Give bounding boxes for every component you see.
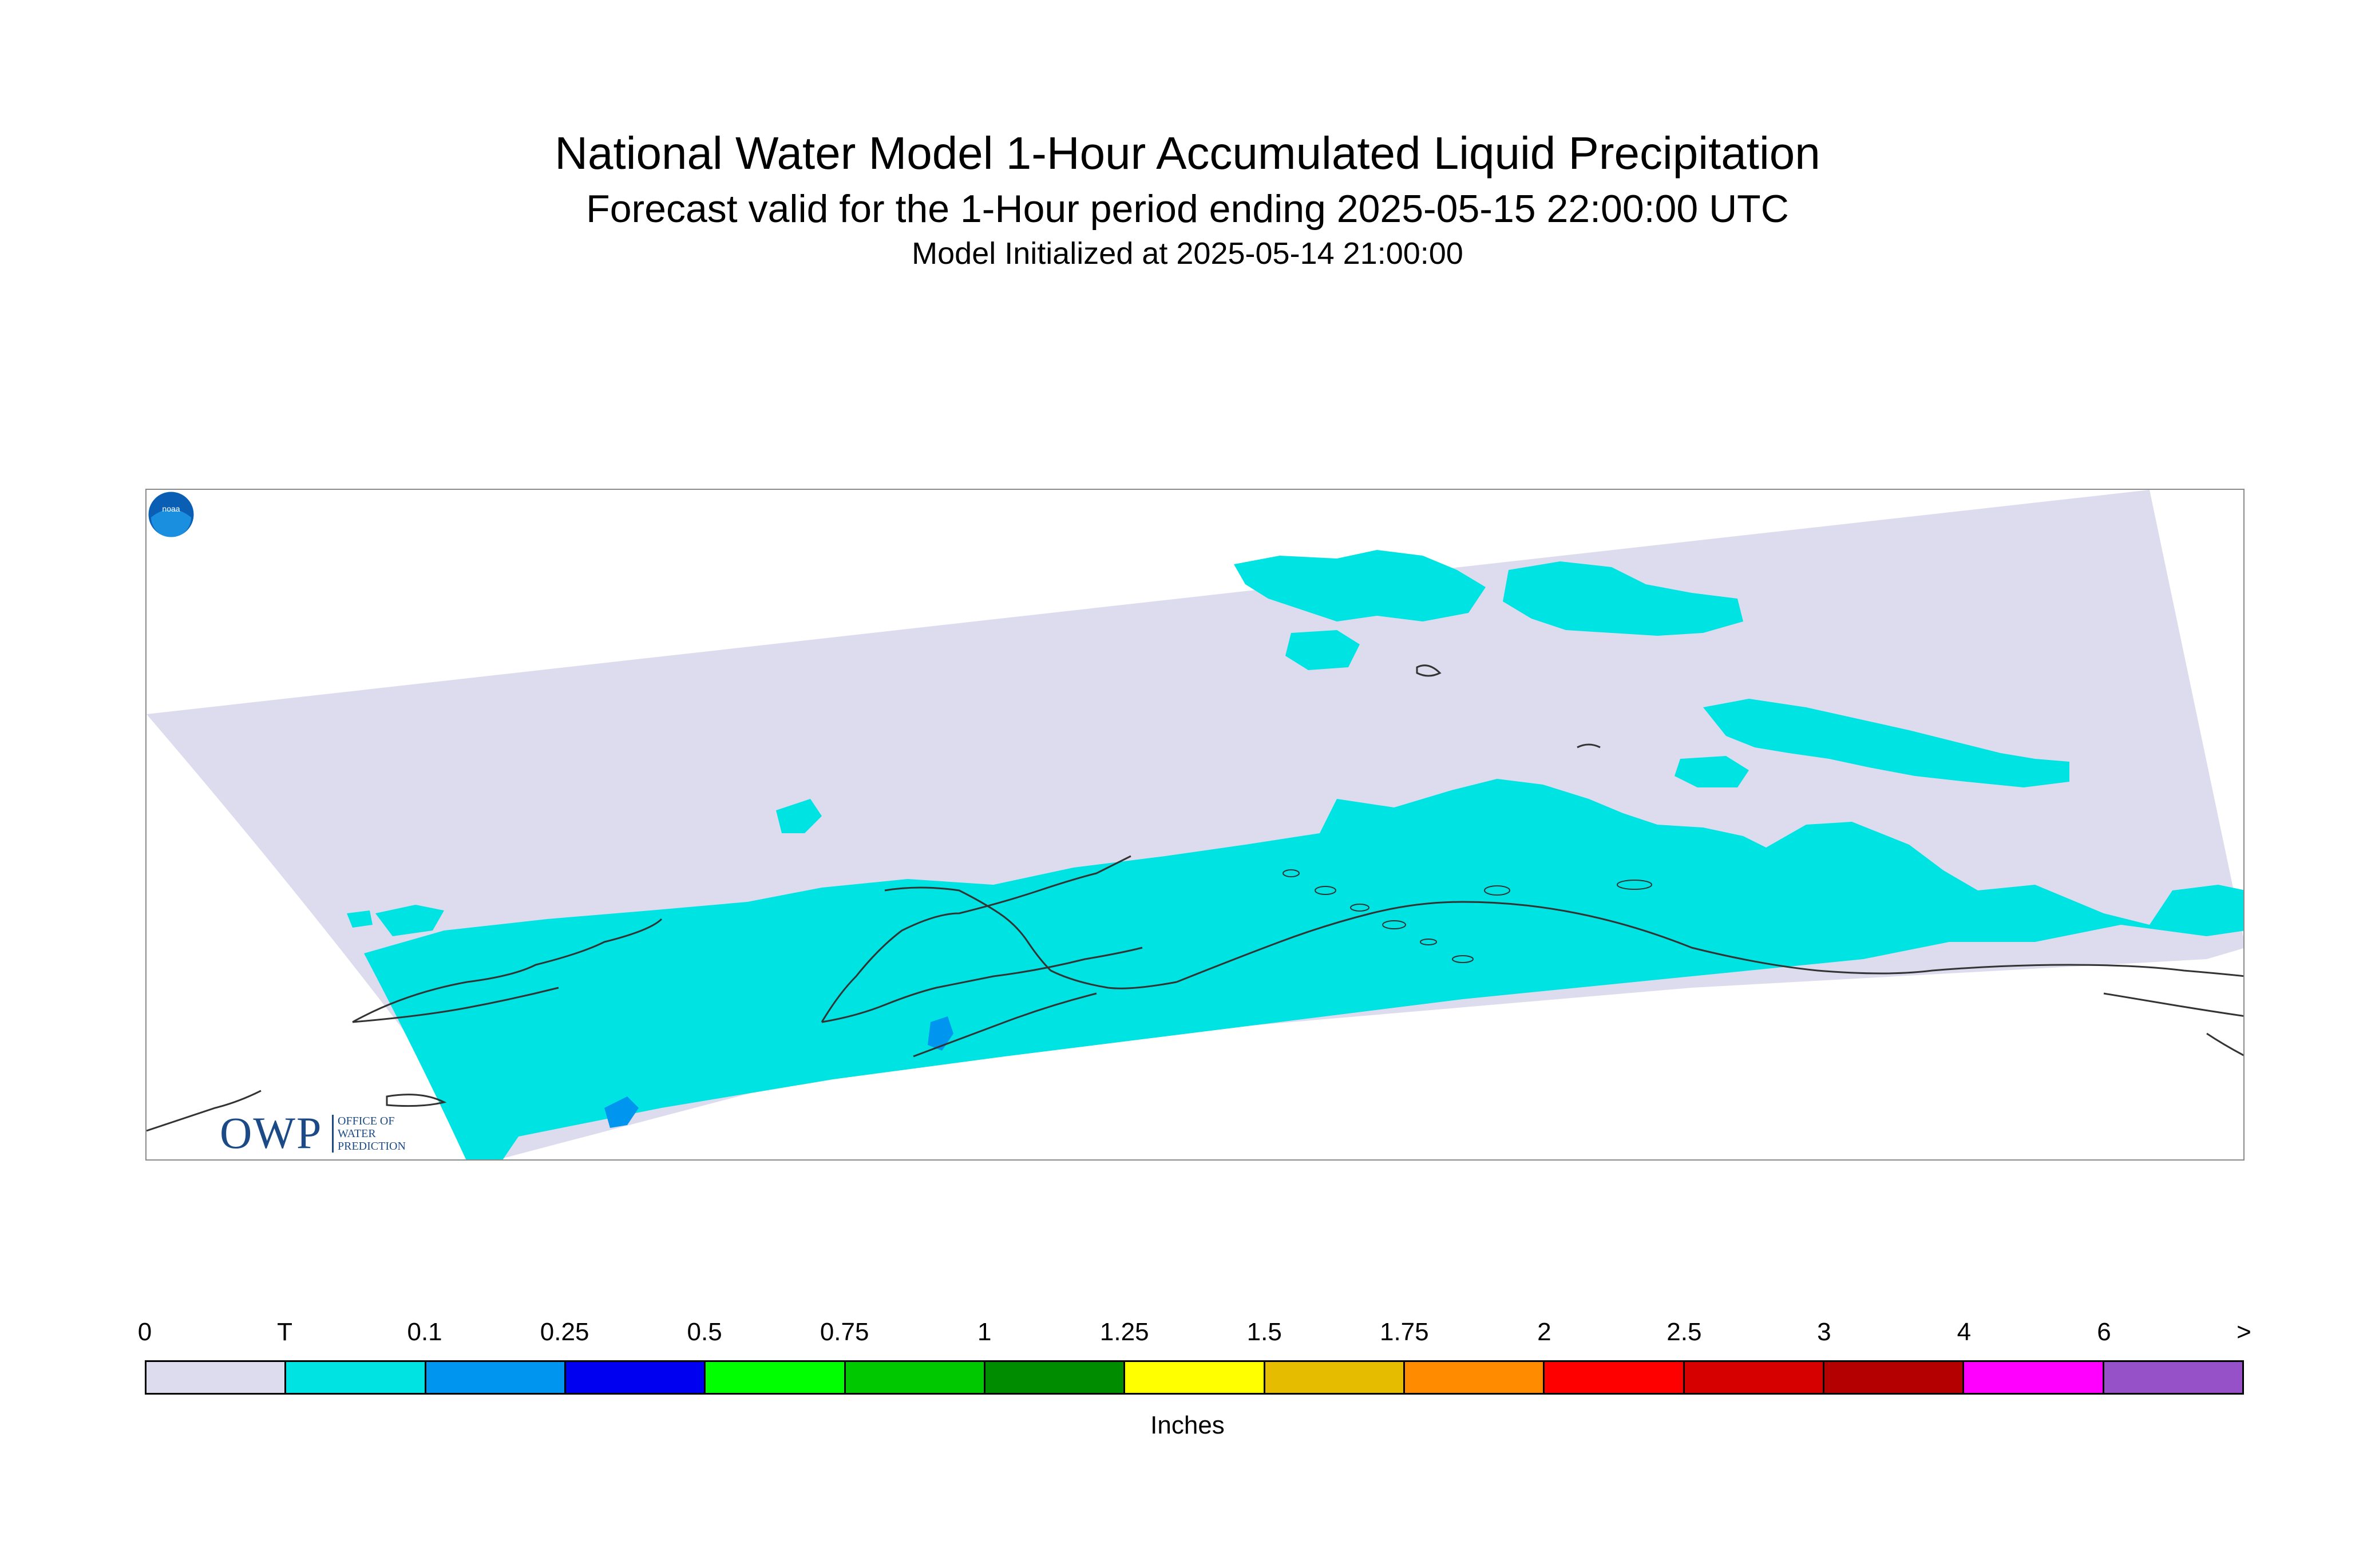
map-title: National Water Model 1-Hour Accumulated … <box>555 128 1820 179</box>
colorbar-swatch <box>1265 1362 1405 1393</box>
owp-water: WATER <box>338 1127 376 1140</box>
owp-wordmark: OWP <box>220 1108 323 1158</box>
colorbar-tick-label: 1.25 <box>1099 1318 1149 1346</box>
colorbar-tick-label: 6 <box>2097 1318 2111 1346</box>
colorbar-tick-label: 0 <box>137 1318 152 1346</box>
precip-area-west-3 <box>765 916 822 948</box>
precip-trace-areas <box>347 550 2243 1159</box>
colorbar-swatch <box>1125 1362 1265 1393</box>
colorbar-tick-label: > <box>2237 1318 2251 1346</box>
precip-area-east-1 <box>1703 699 2069 787</box>
owp-logo: OWP OFFICE OF WATER PREDICTION <box>220 1107 437 1159</box>
forecast-valid-subtitle: Forecast valid for the 1-Hour period end… <box>586 187 1789 231</box>
colorbar-swatch <box>1964 1362 2104 1393</box>
colorbar-swatch <box>1684 1362 1824 1393</box>
precip-area-west-1 <box>375 905 444 936</box>
colorbar-swatch <box>845 1362 985 1393</box>
precip-area-north-3 <box>1285 630 1360 670</box>
precip-area-west-4 <box>776 799 822 833</box>
colorbar-tick-label: 1.75 <box>1379 1318 1429 1346</box>
colorbar-swatch <box>565 1362 706 1393</box>
colorbar-swatch <box>985 1362 1126 1393</box>
precip-area-north-1 <box>1234 550 1486 621</box>
colorbar <box>145 1360 2244 1395</box>
islands <box>1282 869 1652 963</box>
precip-light-areas <box>604 1016 953 1128</box>
precip-area-west-5 <box>347 910 373 928</box>
precip-area-west-2 <box>610 936 690 968</box>
colorbar-tick-label: 0.1 <box>407 1318 442 1346</box>
precip-area-main <box>364 779 2243 1159</box>
model-init-line: Model Initialized at 2025-05-14 21:00:00 <box>912 236 1463 271</box>
colorbar-swatch <box>286 1362 426 1393</box>
colorbar-tick-label: 4 <box>1957 1318 1972 1346</box>
noaa-logo-icon: noaa <box>147 490 196 539</box>
colorbar-swatch <box>1404 1362 1545 1393</box>
colorbar-tick-label: 1 <box>977 1318 992 1346</box>
colorbar-swatch <box>426 1362 566 1393</box>
coastlines <box>147 664 2243 1132</box>
map-panel: OWP OFFICE OF WATER PREDICTION noaa <box>145 489 2245 1161</box>
colorbar-tick-label: 2.5 <box>1667 1318 1702 1346</box>
colorbar-swatch <box>1545 1362 1685 1393</box>
colorbar-swatch <box>1824 1362 1965 1393</box>
colorbar-tick-label: T <box>277 1318 292 1346</box>
precip-light-2 <box>928 1016 953 1051</box>
colorbar-units: Inches <box>1150 1411 1225 1439</box>
precip-light-1 <box>604 1096 639 1128</box>
colorbar-tick-label: 3 <box>1817 1318 1831 1346</box>
noaa-mark: noaa <box>162 504 180 513</box>
colorbar-tick-label: 1.5 <box>1246 1318 1282 1346</box>
precip-area-north-2 <box>1503 561 1743 636</box>
owp-divider <box>332 1115 334 1153</box>
colorbar-swatch <box>2104 1362 2242 1393</box>
colorbar-tick-label: 0.5 <box>687 1318 722 1346</box>
precip-area-east-2 <box>1675 756 1749 787</box>
owp-prediction: PREDICTION <box>338 1140 406 1153</box>
colorbar-tick-label: 2 <box>1537 1318 1551 1346</box>
colorbar-tick-label: 0.75 <box>820 1318 869 1346</box>
colorbar-swatch <box>706 1362 846 1393</box>
colorbar-tick-label: 0.25 <box>540 1318 589 1346</box>
owp-office-of: OFFICE OF <box>338 1115 395 1127</box>
colorbar-swatch <box>147 1362 287 1393</box>
precip-map <box>147 490 2243 1159</box>
